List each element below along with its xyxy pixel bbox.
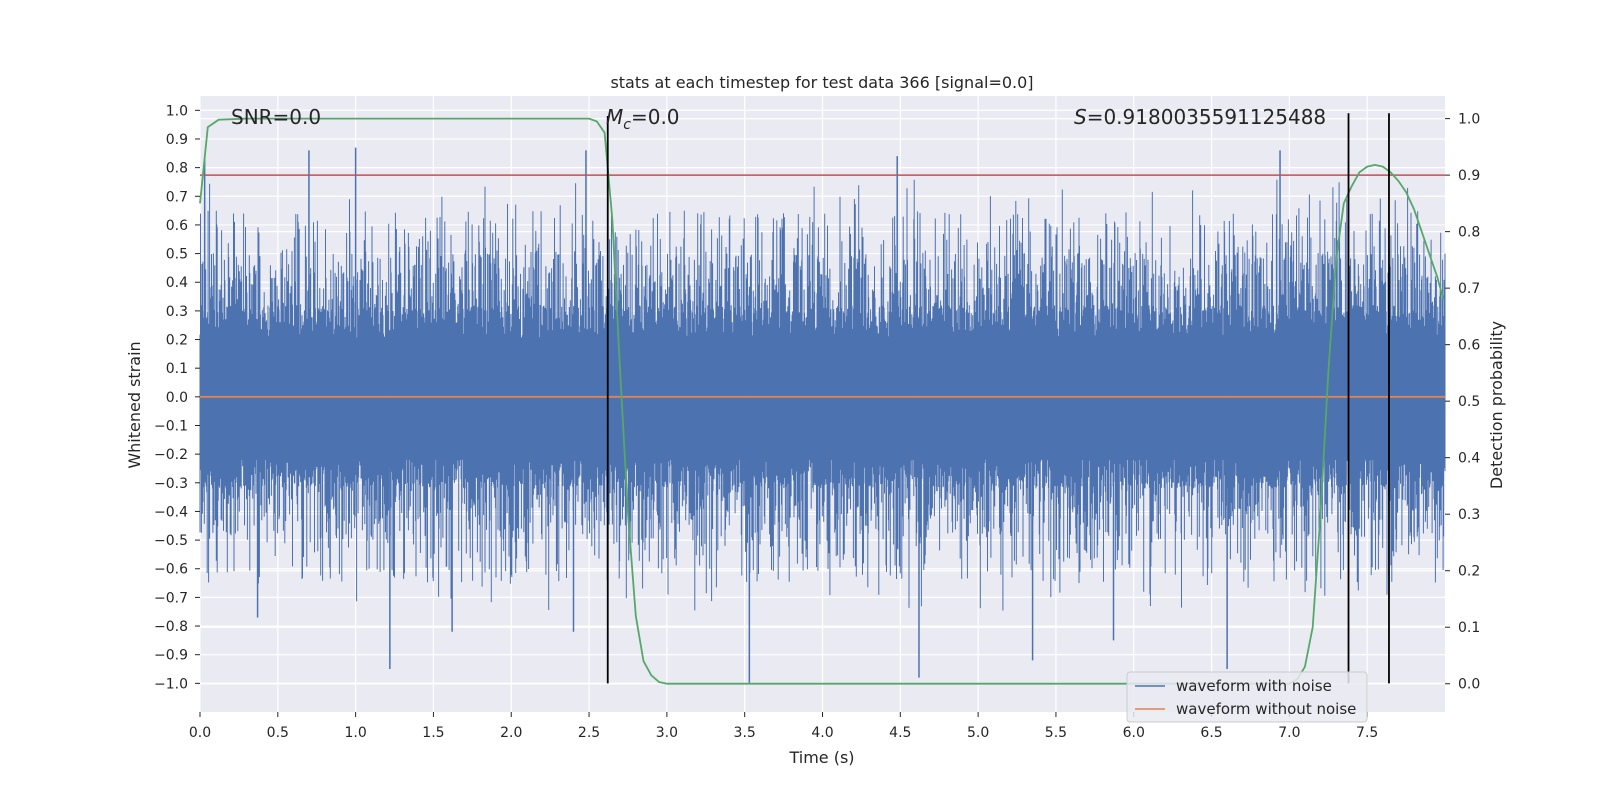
right-tick-label: 0.2 [1458,564,1480,580]
x-tick-label: 4.5 [889,725,911,741]
left-tick-label: −0.2 [154,447,188,463]
right-tick-label: 0.3 [1458,507,1480,523]
left-tick-label: −1.0 [154,676,188,692]
x-tick-label: 7.0 [1278,725,1300,741]
x-tick-label: 3.5 [734,725,756,741]
x-tick-label: 3.0 [656,725,678,741]
left-tick-label: −0.7 [154,590,188,606]
left-tick-label: 0.2 [166,333,188,349]
y-axis-label-left: Whitened strain [125,341,144,468]
left-tick-label: −0.6 [154,562,188,578]
right-tick-label: 0.9 [1458,168,1480,184]
x-tick-labels: 0.0 0.5 1.0 1.5 2.0 2.5 3.0 3.5 4.0 4.5 5.0 5.5 6.0 6… [189,712,1378,741]
x-tick-label: 6.0 [1123,725,1145,741]
noise-trace [199,179,1446,611]
left-tick-label: 0.0 [166,390,188,406]
right-tick-label: 1.0 [1458,112,1480,128]
right-tick-label: 0.8 [1458,225,1480,241]
x-tick-label: 4.0 [811,725,833,741]
left-tick-label: −0.1 [154,418,188,434]
right-tick-label: 0.5 [1458,394,1480,410]
score-symbol: S [1074,105,1087,129]
annotation-chirp-mass: Mc=0.0 [606,105,680,133]
x-axis-label: Time (s) [788,748,854,767]
left-tick-label: 0.8 [166,161,188,177]
left-tick-label: 1.0 [166,103,188,119]
left-tick-label: 0.5 [166,247,188,263]
mc-symbol: M [606,105,623,129]
annotation-score: S=0.9180035591125488 [1074,105,1326,129]
left-tick-label: −0.5 [154,533,188,549]
x-tick-label: 5.0 [967,725,989,741]
x-tick-label: 6.5 [1200,725,1222,741]
right-tick-label: 0.1 [1458,620,1480,636]
left-tick-label: −0.3 [154,476,188,492]
left-tick-label: 0.4 [166,275,188,291]
y-axis-label-right: Detection probability [1487,321,1506,489]
annotation-snr: SNR=0.0 [231,105,321,129]
right-tick-label: 0.4 [1458,451,1480,467]
left-tick-label: 0.9 [166,132,188,148]
x-tick-label: 1.0 [344,725,366,741]
left-tick-labels: 1.0 0.9 0.8 0.7 0.6 0.5 0.4 0.3 0.2 0.1 0.0 −0.1 −0.… [154,103,200,692]
right-tick-label: 0.0 [1458,677,1480,693]
right-tick-label: 0.7 [1458,281,1480,297]
mc-value: =0.0 [631,105,680,129]
left-tick-label: 0.1 [166,361,188,377]
x-tick-label: 5.5 [1045,725,1067,741]
left-tick-label: −0.9 [154,648,188,664]
legend-label-clean: waveform without noise [1176,700,1356,718]
x-tick-label: 2.5 [578,725,600,741]
x-tick-label: 7.5 [1356,725,1378,741]
left-tick-label: −0.4 [154,504,188,520]
left-tick-label: 0.3 [166,304,188,320]
chart-title: stats at each timestep for test data 366… [610,73,1033,92]
left-tick-label: 0.7 [166,189,188,205]
left-tick-label: 0.6 [166,218,188,234]
legend-box [1126,671,1368,723]
legend: waveform with noise waveform without noi… [1126,671,1368,723]
left-tick-label: −0.8 [154,619,188,635]
right-tick-labels: 1.0 0.9 0.8 0.7 0.6 0.5 0.4 0.3 0.2 0.1 0.0 [1445,112,1480,693]
x-tick-label: 1.5 [422,725,444,741]
legend-label-noise: waveform with noise [1176,677,1332,695]
score-value: =0.9180035591125488 [1087,105,1326,129]
mc-subscript: c [623,117,631,133]
waveform-with-noise [199,147,1446,684]
x-tick-label: 0.5 [267,725,289,741]
x-tick-label: 0.0 [189,725,211,741]
x-tick-label: 2.0 [500,725,522,741]
right-tick-label: 0.6 [1458,338,1480,354]
